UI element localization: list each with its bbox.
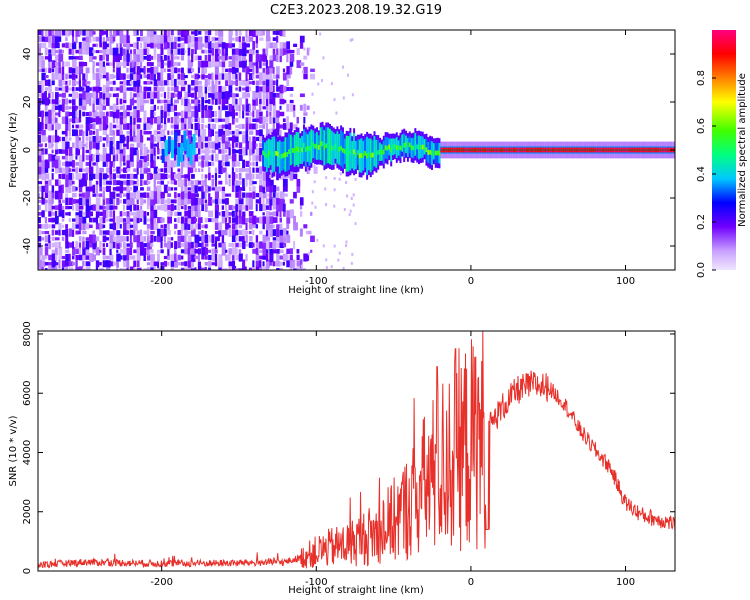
snr-series-line (38, 331, 675, 569)
heatmap-x-tick-label: -100 (305, 276, 328, 287)
snr-x-tick-label: 100 (616, 577, 635, 588)
snr-y-ticks: 0 2000 4000 6000 8000 (22, 321, 675, 574)
heatmap-x-tick-label: -200 (150, 276, 173, 287)
heatmap-x-ticks: -200 -100 0 100 (150, 30, 635, 287)
snr-y-tick-label: 6000 (22, 380, 33, 405)
heatmap-y-tick-label: -20 (22, 190, 33, 206)
snr-x-axis-label: Height of straight line (km) (288, 585, 424, 596)
colorbar-label: Normalized spectral amplitude (737, 73, 748, 227)
snr-x-tick-label: 0 (468, 577, 474, 588)
heatmap-x-tick-label: 100 (616, 276, 635, 287)
snr-x-ticks: -200 -100 0 100 (150, 331, 635, 588)
snr-y-tick-label: 0 (22, 568, 33, 574)
spectrogram-heatmap (38, 30, 675, 270)
colorbar-tick-label: 0.0 (696, 262, 707, 278)
snr-y-tick-label: 8000 (22, 321, 33, 346)
heatmap-y-tick-label: 20 (22, 96, 33, 109)
snr-y-tick-label: 2000 (22, 499, 33, 524)
snr-y-tick-label: 4000 (22, 440, 33, 465)
heatmap-x-axis-label: Height of straight line (km) (288, 285, 424, 296)
heatmap-y-ticks: -40 -20 0 20 40 (22, 48, 675, 254)
colorbar-tick-label: 0.6 (696, 118, 707, 134)
snr-x-tick-label: -100 (305, 577, 328, 588)
colorbar-tick-label: 0.4 (696, 166, 707, 182)
snr-x-tick-label: -200 (150, 577, 173, 588)
snr-y-axis-label: SNR (10 * v/v) (8, 415, 19, 486)
heatmap-y-tick-label: -40 (22, 238, 33, 254)
heatmap-y-axis-label: Frequency (Hz) (8, 112, 19, 188)
colorbar (712, 30, 736, 270)
colorbar-tick-label: 0.2 (696, 214, 707, 230)
heatmap-y-tick-label: 0 (22, 147, 33, 153)
colorbar-tick-label: 0.8 (696, 70, 707, 86)
heatmap-y-tick-label: 40 (22, 48, 33, 61)
colorbar-ticks: 0.0 0.2 0.4 0.6 0.8 (696, 70, 716, 278)
figure-title: C2E3.2023.208.19.32.G19 (270, 3, 442, 18)
heatmap-x-tick-label: 0 (468, 276, 474, 287)
snr-frame (37, 330, 676, 572)
